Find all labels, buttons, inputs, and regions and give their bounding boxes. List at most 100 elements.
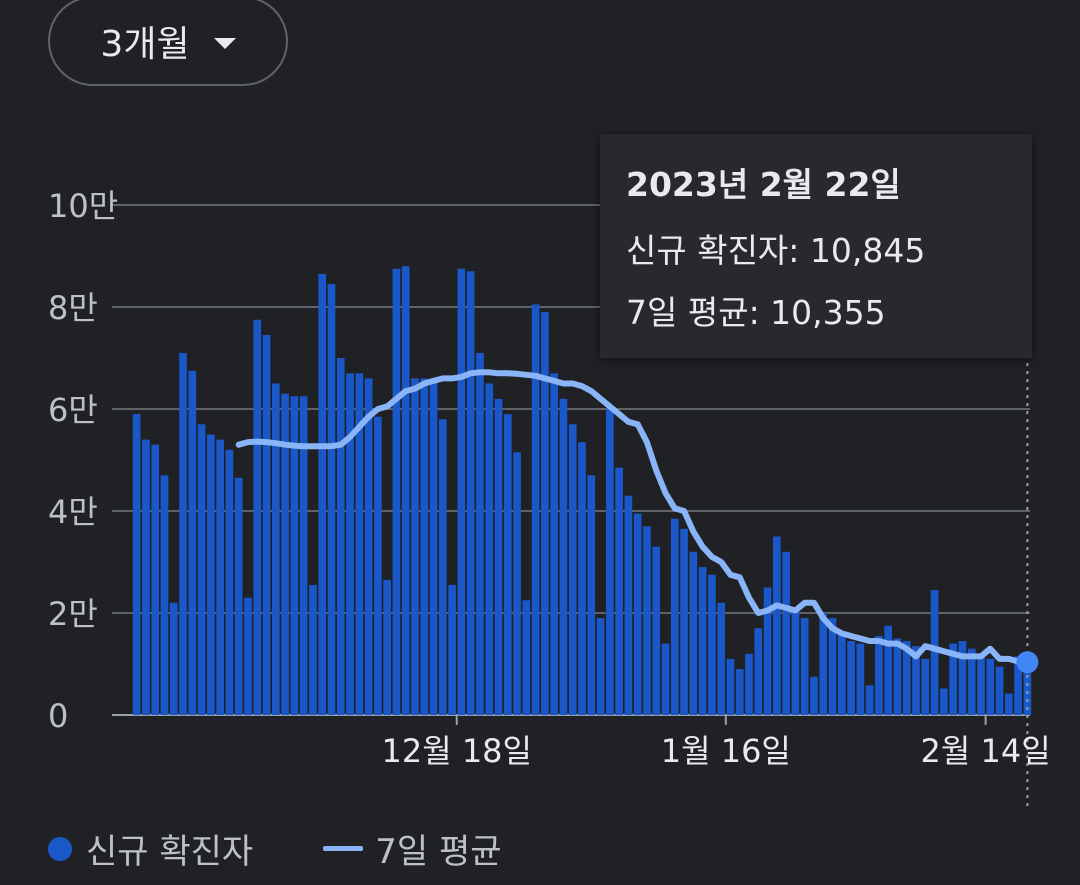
bar-series [132,266,1032,715]
legend-line-swatch [323,846,364,851]
bar [207,434,215,715]
y-tick-label: 10만 [48,187,118,225]
bar [930,590,939,715]
bar [587,475,596,715]
bar [392,268,401,715]
bar [726,658,735,715]
bar [262,335,271,715]
bar [179,352,187,715]
bar [132,414,141,715]
bar [967,648,976,715]
bar [271,383,280,715]
bar [902,641,911,715]
bar [513,452,521,715]
tooltip-date: 2023년 2월 22일 [626,165,901,204]
bar [624,495,633,715]
y-tick-label: 8만 [48,289,98,327]
bar [197,424,206,715]
bar [160,475,169,715]
bar [420,378,429,715]
bar [810,676,818,715]
bar [819,613,828,715]
bar [847,641,855,715]
bar [643,526,651,715]
bar [949,643,957,715]
bar [448,584,456,715]
avg-line-series [235,369,1031,666]
bar [884,625,893,715]
x-tick-label: 1월 16일 [661,732,791,770]
bar [531,304,540,715]
bar [216,439,224,715]
bar [633,513,642,715]
range-selector-label: 3개월 [100,24,190,65]
bar [680,528,688,715]
bar [800,618,809,715]
bar [476,352,484,715]
tooltip-avg: 7일 평균: 10,355 [626,293,886,332]
y-tick-label: 2만 [48,595,98,633]
bar [466,271,475,715]
bar [401,266,410,715]
y-tick-label: 4만 [48,493,98,531]
range-selector-button[interactable]: 3개월 [48,0,288,86]
bar [921,658,930,715]
bar [958,641,967,715]
bar [151,444,160,715]
hover-point-marker [1016,651,1039,674]
dropdown-caret-icon [213,37,236,49]
bar [290,396,299,715]
bar [1014,656,1022,715]
bar [188,370,197,715]
bar [142,439,150,715]
bar [244,597,252,715]
bar [541,312,549,715]
x-axis: 12월 18일 1월 16일 2월 14일 [381,715,1051,770]
bar [773,536,781,715]
bar [559,398,568,715]
bar [837,633,846,715]
bar [875,635,883,715]
legend-line-label: 7일 평균 [375,832,502,872]
bar [411,378,419,715]
bar [568,424,577,715]
bar [318,273,327,715]
bar [940,688,948,715]
bar [763,587,772,715]
legend-bar-label: 신규 확진자 [86,832,254,872]
bar [309,584,317,715]
bar [522,600,531,715]
bar [986,658,995,715]
bar [1023,659,1032,715]
y-tick-label: 6만 [48,391,98,429]
y-tick-label: 0 [48,697,68,735]
bar [670,518,679,715]
bar [234,477,243,715]
bar [717,602,726,715]
bar [1004,693,1013,715]
bar [346,373,354,715]
bar [754,628,763,715]
bar [596,618,605,715]
bar [494,398,503,715]
data-tooltip: 2023년 2월 22일 신규 확진자: 10,845 7일 평균: 10,35… [600,134,1032,358]
bar [856,643,865,715]
bar [438,419,447,715]
bar [977,653,985,715]
bar [299,396,308,715]
bar [550,373,559,715]
bar [865,685,874,715]
bar [828,618,837,715]
tooltip-new-cases: 신규 확진자: 10,845 [626,231,926,270]
bar [745,653,753,715]
x-tick-label: 12월 18일 [381,732,532,770]
bar [615,467,623,715]
bar [485,383,494,715]
bar [457,268,466,715]
bar [652,546,661,715]
x-tick-label: 2월 14일 [921,732,1051,770]
y-axis: 0 2만 4만 6만 8만 10만 [48,187,118,735]
bar [605,409,614,715]
bar [374,416,382,715]
